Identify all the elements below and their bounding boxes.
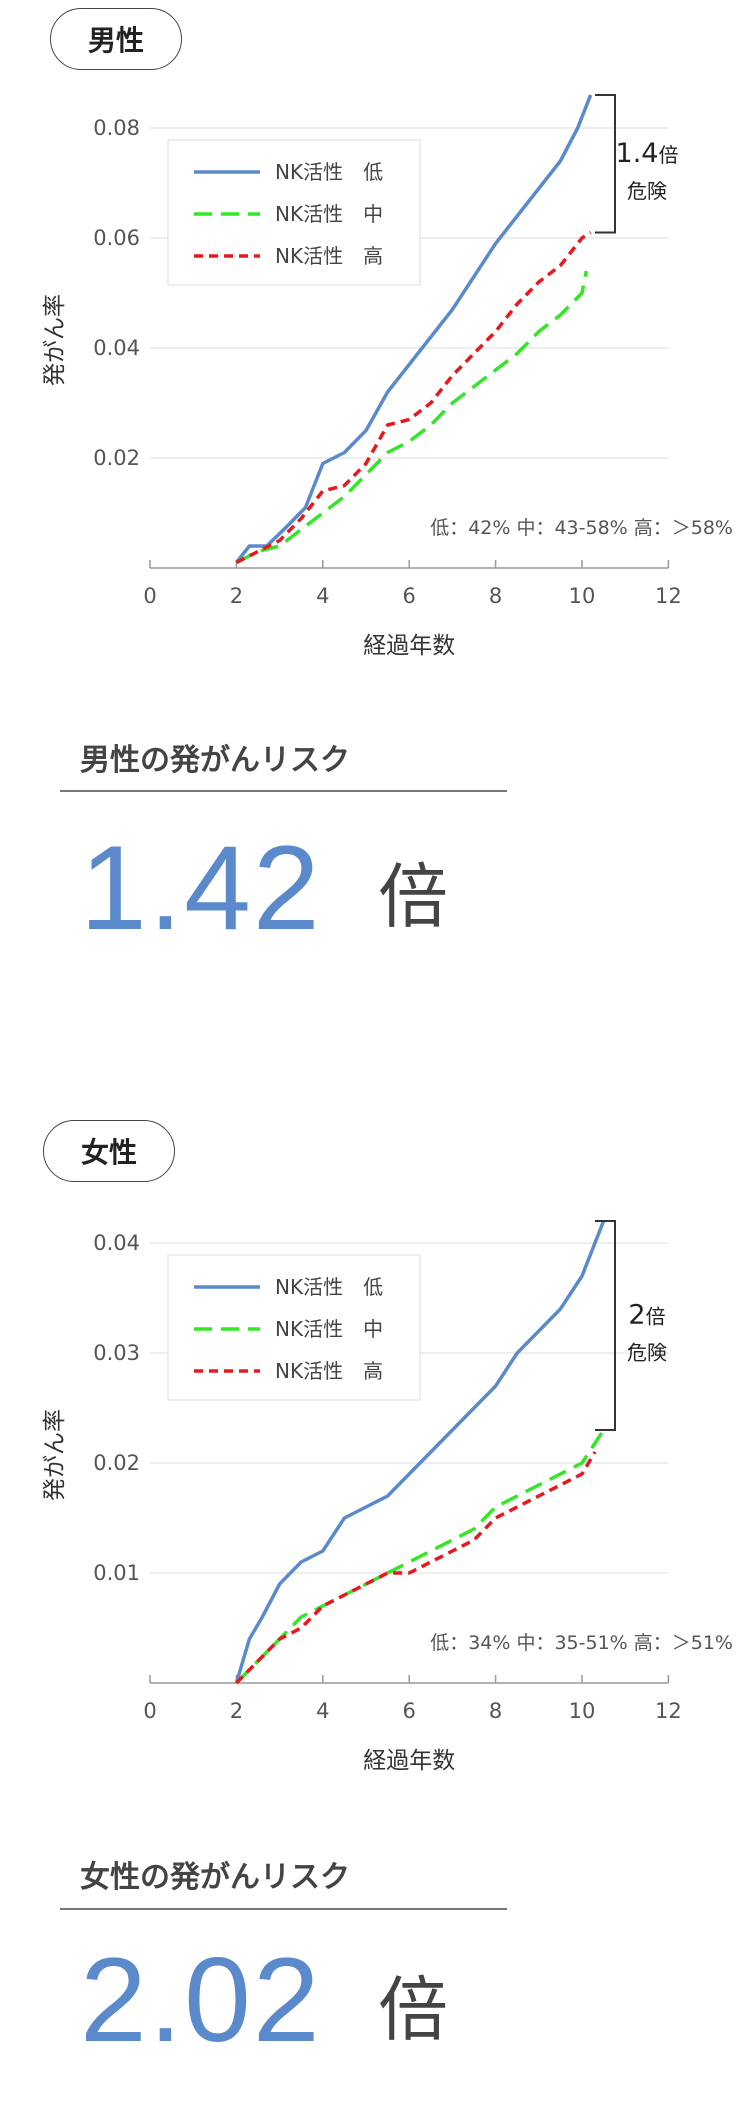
female-group-note: 低：34% 中：35-51% 高：＞51% <box>430 1632 733 1654</box>
male-risk-divider <box>60 790 507 792</box>
male-risk-title: 男性の発がんリスク <box>80 743 350 778</box>
male-x-tick-label: 10 <box>569 584 596 608</box>
male-y-tick-label: 0.02 <box>93 446 140 470</box>
male-ratio-text: 1.4倍 <box>616 138 679 169</box>
male-x-tick-label: 0 <box>143 584 156 608</box>
female-legend-label-0: NK活性 低 <box>275 1275 383 1299</box>
female-x-axis-label: 経過年数 <box>363 1748 455 1774</box>
female-legend-label-2: NK活性 高 <box>275 1359 383 1383</box>
female-cancer-rate-chart: 0.01 0.02 0.03 0.04 0 2 4 6 8 10 12 経過年数 発がん率 NK活性 低… <box>42 1220 733 1774</box>
female-section-pill: 女性 <box>43 1120 175 1182</box>
male-legend-label-1: NK活性 中 <box>275 202 383 226</box>
female-x-tick-label: 2 <box>230 1699 243 1723</box>
female-y-tick-label: 0.01 <box>93 1561 140 1585</box>
female-axes: 0.01 0.02 0.03 0.04 0 2 4 6 8 10 12 経過年数 発がん率 <box>42 1231 682 1774</box>
male-risk-value: 1.42 <box>80 821 322 955</box>
male-x-tick-label: 6 <box>403 584 416 608</box>
female-y-tick-label: 0.03 <box>93 1341 140 1365</box>
male-legend-label-0: NK活性 低 <box>275 160 383 184</box>
female-y-tick-label: 0.02 <box>93 1451 140 1475</box>
female-risk-label: 危険 <box>627 1341 667 1365</box>
male-ratio-unit: 倍 <box>658 143 678 167</box>
male-axes: 0.02 0.04 0.06 0.08 0 2 4 6 8 10 12 経過年数 発がん率 <box>42 116 682 659</box>
female-ratio-unit: 倍 <box>646 1305 666 1329</box>
female-series-line-2 <box>235 1451 597 1685</box>
male-group-note: 低：42% 中：43-58% 高：＞58% <box>430 517 733 539</box>
female-legend-label-1: NK活性 中 <box>275 1317 383 1341</box>
female-y-axis-label: 発がん率 <box>42 1409 68 1501</box>
male-ratio-bracket <box>595 94 616 234</box>
male-series <box>235 94 593 565</box>
male-risk-unit: 倍 <box>378 856 448 938</box>
female-x-tick-label: 4 <box>316 1699 329 1723</box>
female-x-tick-label: 6 <box>403 1699 416 1723</box>
male-x-axis-label: 経過年数 <box>363 633 455 659</box>
male-x-tick-label: 12 <box>655 584 682 608</box>
male-series-line-1 <box>235 270 589 565</box>
female-risk-title: 女性の発がんリスク <box>80 1860 350 1895</box>
male-x-tick-label: 4 <box>316 584 329 608</box>
male-y-tick-label: 0.06 <box>93 226 140 250</box>
male-y-tick-label: 0.04 <box>93 336 140 360</box>
female-series <box>234 1220 606 1685</box>
male-x-tick-label: 2 <box>230 584 243 608</box>
male-y-axis-label: 発がん率 <box>42 294 68 386</box>
male-series-line-0 <box>235 94 593 564</box>
male-ratio-value: 1.4 <box>616 138 659 169</box>
female-x-tick-label: 8 <box>489 1699 502 1723</box>
male-x-tick-label: 8 <box>489 584 502 608</box>
male-legend-label-2: NK活性 高 <box>275 244 383 268</box>
male-risk-label: 危険 <box>627 179 667 203</box>
female-ratio-text: 2倍 <box>628 1300 665 1331</box>
female-risk-value: 2.02 <box>80 1933 322 2067</box>
female-x-tick-label: 10 <box>569 1699 596 1723</box>
male-series-line-2 <box>235 231 592 565</box>
female-x-tick-label: 12 <box>655 1699 682 1723</box>
female-ratio-value: 2 <box>628 1300 645 1331</box>
female-x-tick-label: 0 <box>143 1699 156 1723</box>
male-cancer-rate-chart: 0.02 0.04 0.06 0.08 0 2 4 6 8 10 12 経過年数 発がん率 NK活性 低… <box>42 94 733 659</box>
female-risk-divider <box>60 1908 507 1910</box>
female-y-tick-label: 0.04 <box>93 1231 140 1255</box>
male-legend: NK活性 低 NK活性 中 NK活性 高 <box>167 139 421 286</box>
female-risk-unit: 倍 <box>378 1969 448 2051</box>
female-ratio-bracket <box>595 1220 616 1431</box>
male-y-tick-label: 0.08 <box>93 116 140 140</box>
female-series-line-0 <box>234 1220 606 1684</box>
female-legend: NK活性 低 NK活性 中 NK活性 高 <box>167 1254 421 1401</box>
male-section-pill: 男性 <box>50 8 182 70</box>
female-series-line-1 <box>235 1429 606 1685</box>
